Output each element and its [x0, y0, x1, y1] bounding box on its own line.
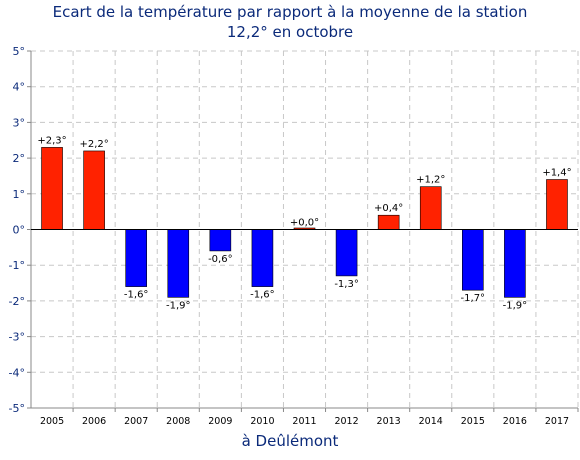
y-tick-label: -1° [9, 259, 25, 272]
bar [167, 229, 190, 298]
data-label: -1,9° [166, 300, 191, 311]
data-label: -1,7° [461, 293, 486, 304]
bar [377, 214, 400, 230]
x-tick-label: 2013 [377, 416, 401, 427]
data-label: +2,3° [37, 135, 66, 146]
chart-title-block: Ecart de la température par rapport à la… [0, 2, 580, 42]
chart-subtitle: 12,2° en octobre [226, 23, 354, 41]
x-tick-label: 2006 [82, 416, 106, 427]
x-tick-label: 2009 [208, 416, 232, 427]
x-tick-label: 2014 [419, 416, 443, 427]
y-tick-label: 2° [13, 152, 26, 165]
x-tick-label: 2011 [292, 416, 316, 427]
data-label: +0,0° [290, 218, 319, 229]
data-label: -1,9° [503, 300, 528, 311]
x-tick-label: 2007 [124, 416, 148, 427]
y-tick-label: -2° [9, 295, 25, 308]
bar [462, 229, 484, 291]
x-tick-label: 2015 [461, 416, 485, 427]
x-tick-label: 2017 [545, 416, 569, 427]
data-label: +2,2° [79, 139, 108, 150]
y-tick-label: -5° [9, 402, 25, 415]
x-tick-label: 2016 [503, 416, 527, 427]
y-tick-label: -3° [9, 331, 25, 344]
data-label: -1,6° [250, 290, 275, 301]
x-axis-label: à Deûlémont [241, 432, 339, 450]
bar [209, 229, 232, 252]
bar [335, 229, 358, 277]
y-tick-label: 0° [13, 224, 26, 237]
data-label: -0,6° [208, 254, 233, 265]
bar [419, 186, 442, 230]
y-tick-label: 5° [13, 45, 26, 58]
x-tick-label: 2005 [40, 416, 64, 427]
y-tick-label: -4° [9, 366, 25, 379]
chart-title: Ecart de la température par rapport à la… [52, 3, 528, 21]
data-label: +1,4° [542, 168, 571, 179]
data-label: +1,2° [416, 175, 445, 186]
y-tick-label: 4° [13, 81, 26, 94]
data-label: -1,3° [334, 279, 359, 290]
y-tick-label: 1° [13, 188, 26, 201]
bar [546, 179, 568, 230]
bar [125, 229, 147, 287]
bar [41, 147, 63, 230]
y-tick-label: 3° [13, 116, 26, 129]
bar [251, 229, 274, 287]
bar [504, 229, 526, 298]
x-tick-label: 2010 [250, 416, 274, 427]
data-label: -1,6° [124, 290, 149, 301]
x-tick-label: 2008 [166, 416, 190, 427]
x-tick-label: 2012 [334, 416, 358, 427]
data-label: +0,4° [374, 203, 403, 214]
bar [83, 150, 105, 230]
